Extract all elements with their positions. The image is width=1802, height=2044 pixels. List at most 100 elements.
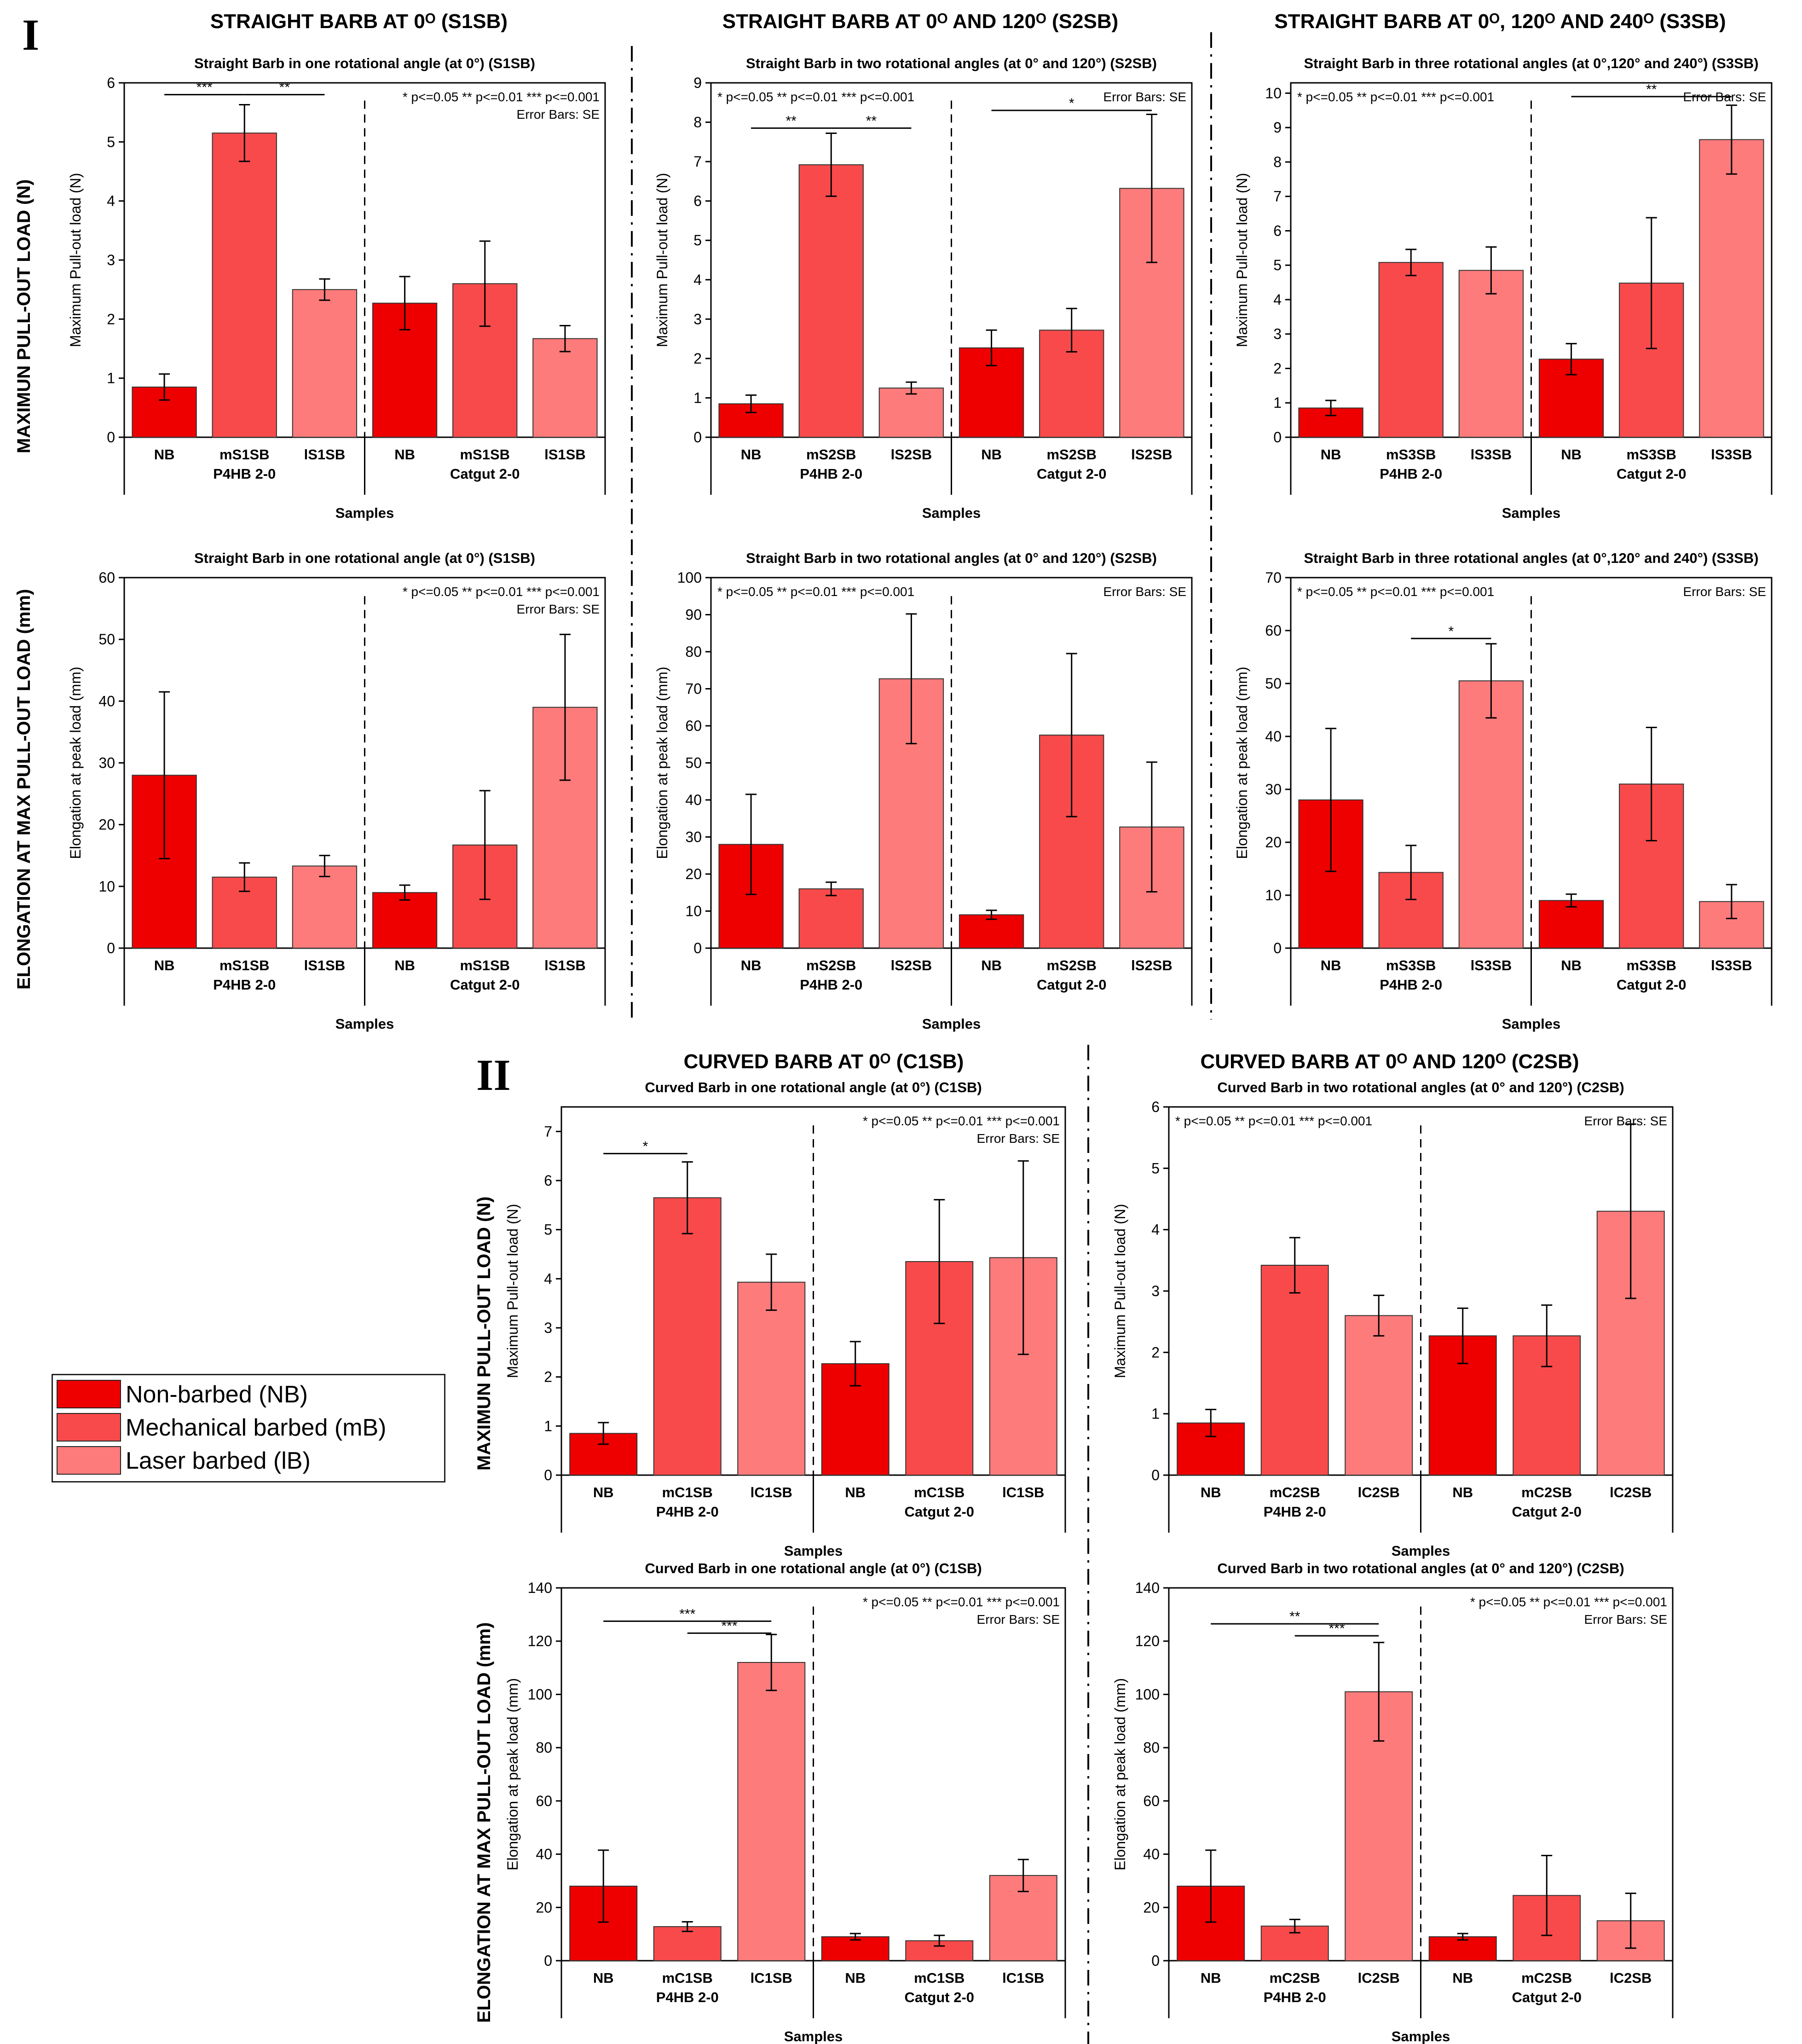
y-tick-label: 140 [1135,1580,1160,1596]
y-tick-label: 40 [1265,728,1282,745]
x-axis-label: Samples [1502,1016,1561,1032]
x-tick-label: NB [593,1970,614,1986]
x-tick-label: NB [1321,957,1341,973]
y-tick-label: 10 [1265,887,1282,903]
x-tick-label: lS1SB [544,957,586,973]
y-tick-label: 40 [1143,1846,1160,1863]
significance-mark: *** [1328,1621,1345,1636]
chart-title: Curved Barb in two rotational angles (at… [1217,1079,1624,1095]
bar [798,164,864,438]
y-tick-label: 3 [1151,1283,1160,1299]
significance-legend: * p<=0.05 ** p<=0.01 *** p<=0.001 [1297,585,1494,599]
chart-s1sb-load: Straight Barb in one rotational angle (a… [67,55,606,521]
bar [532,338,598,438]
y-tick-label: 3 [693,311,702,327]
significance-legend: * p<=0.05 ** p<=0.01 *** p<=0.001 [863,1114,1060,1128]
significance-mark: ** [1289,1609,1300,1624]
x-axis-label: Samples [784,1543,843,1559]
y-tick-label: 50 [98,631,115,648]
x-tick-label: NB [154,957,175,973]
x-tick-label: NB [394,446,415,463]
x-tick-label: NB [154,446,175,463]
y-tick-label: 50 [685,755,702,771]
bar [1699,139,1764,438]
significance-legend: * p<=0.05 ** p<=0.01 *** p<=0.001 [1297,90,1494,104]
x-tick-label: NB [1452,1970,1473,1986]
x-tick-label: NB [981,446,1002,463]
significance-mark: *** [721,1618,737,1633]
y-tick-label: 5 [1151,1160,1160,1176]
y-tick-label: 1 [693,389,702,406]
x-tick-label: mS2SB [806,957,856,973]
bar [878,388,944,438]
y-tick-label: 20 [1143,1899,1160,1916]
error-bars-note: Error Bars: SE [1584,1612,1667,1627]
group-label: P4HB 2-0 [213,466,276,482]
x-axis-label: Samples [1392,1543,1450,1559]
y-tick-label: 60 [98,569,115,586]
group-label: P4HB 2-0 [213,977,276,993]
y-tick-label: 4 [693,272,702,288]
bar [653,1197,722,1476]
y-tick-label: 140 [528,1580,552,1596]
y-tick-label: 10 [98,878,115,895]
y-tick-label: 9 [1273,119,1282,136]
significance-legend: * p<=0.05 ** p<=0.01 *** p<=0.001 [403,585,600,599]
group-label: P4HB 2-0 [800,977,862,993]
x-tick-label: lS3SB [1711,957,1752,973]
chart-title: Straight Barb in one rotational angle (a… [194,550,535,566]
group-label: P4HB 2-0 [656,1989,719,2005]
x-tick-label: mC1SB [662,1484,713,1500]
x-tick-label: mC2SB [1270,1970,1320,1986]
y-tick-label: 60 [536,1793,552,1809]
significance-mark: *** [679,1606,695,1621]
chart-c1sb-load: Curved Barb in one rotational angle (at … [504,1079,1066,1559]
group-label: P4HB 2-0 [1380,466,1442,482]
bar [1538,900,1604,949]
y-tick-label: 1 [107,370,115,387]
chart-s2sb-elongation: Straight Barb in two rotational angles (… [654,550,1193,1032]
group-label: Catgut 2-0 [1617,466,1686,482]
header-s1sb: STRAIGHT BARB AT 0ᴼ (S1SB) [210,10,508,33]
x-tick-label: mC1SB [914,1970,965,1986]
x-tick-label: mC2SB [1521,1484,1572,1500]
y-tick-label: 9 [693,75,702,91]
y-tick-label: 4 [1273,291,1282,308]
y-tick-label: 1 [1273,394,1282,411]
y-tick-label: 3 [1273,326,1282,342]
significance-mark: ** [866,113,877,128]
y-tick-label: 70 [1265,569,1282,586]
x-tick-label: NB [1452,1484,1473,1500]
chart-title: Curved Barb in one rotational angle (at … [645,1079,982,1095]
x-tick-label: mS1SB [460,446,510,463]
y-tick-label: 7 [544,1123,552,1140]
group-label: Catgut 2-0 [450,977,520,993]
significance-legend: * p<=0.05 ** p<=0.01 *** p<=0.001 [717,90,914,104]
y-tick-label: 120 [1135,1633,1160,1650]
bar [959,914,1024,949]
error-bars-note: Error Bars: SE [977,1612,1060,1627]
y-tick-label: 20 [685,866,702,882]
y-axis-label: Elongation at peak load (mm) [1234,667,1250,859]
y-tick-label: 0 [107,940,115,956]
y-axis-label: Maximum Pull-out load (N) [1234,173,1250,347]
y-tick-label: 20 [98,816,115,833]
x-tick-label: NB [845,1484,866,1500]
y-tick-label: 0 [693,940,702,956]
x-tick-label: lS1SB [304,446,346,463]
bar [292,865,358,949]
chart-title: Straight Barb in two rotational angles (… [746,550,1157,566]
group-label: P4HB 2-0 [1264,1504,1326,1520]
x-tick-label: mS2SB [1046,446,1097,463]
header-c2sb: CURVED BARB AT 0ᴼ AND 120ᴼ (C2SB) [1200,1050,1579,1073]
legend-label-lb: Laser barbed (lB) [126,1448,311,1474]
header-s2sb: STRAIGHT BARB AT 0ᴼ AND 120ᴼ (S2SB) [722,10,1119,33]
significance-legend: * p<=0.05 ** p<=0.01 *** p<=0.001 [1470,1595,1667,1609]
y-axis-label: Maximum Pull-out load (N) [67,173,84,347]
legend: Non-barbed (NB) Mechanical barbed (mB) L… [52,1374,445,1482]
chart-title: Straight Barb in three rotational angles… [1304,55,1758,71]
y-tick-label: 0 [1273,940,1282,956]
y-tick-label: 0 [544,1467,552,1483]
x-tick-label: mS3SB [1626,446,1676,463]
